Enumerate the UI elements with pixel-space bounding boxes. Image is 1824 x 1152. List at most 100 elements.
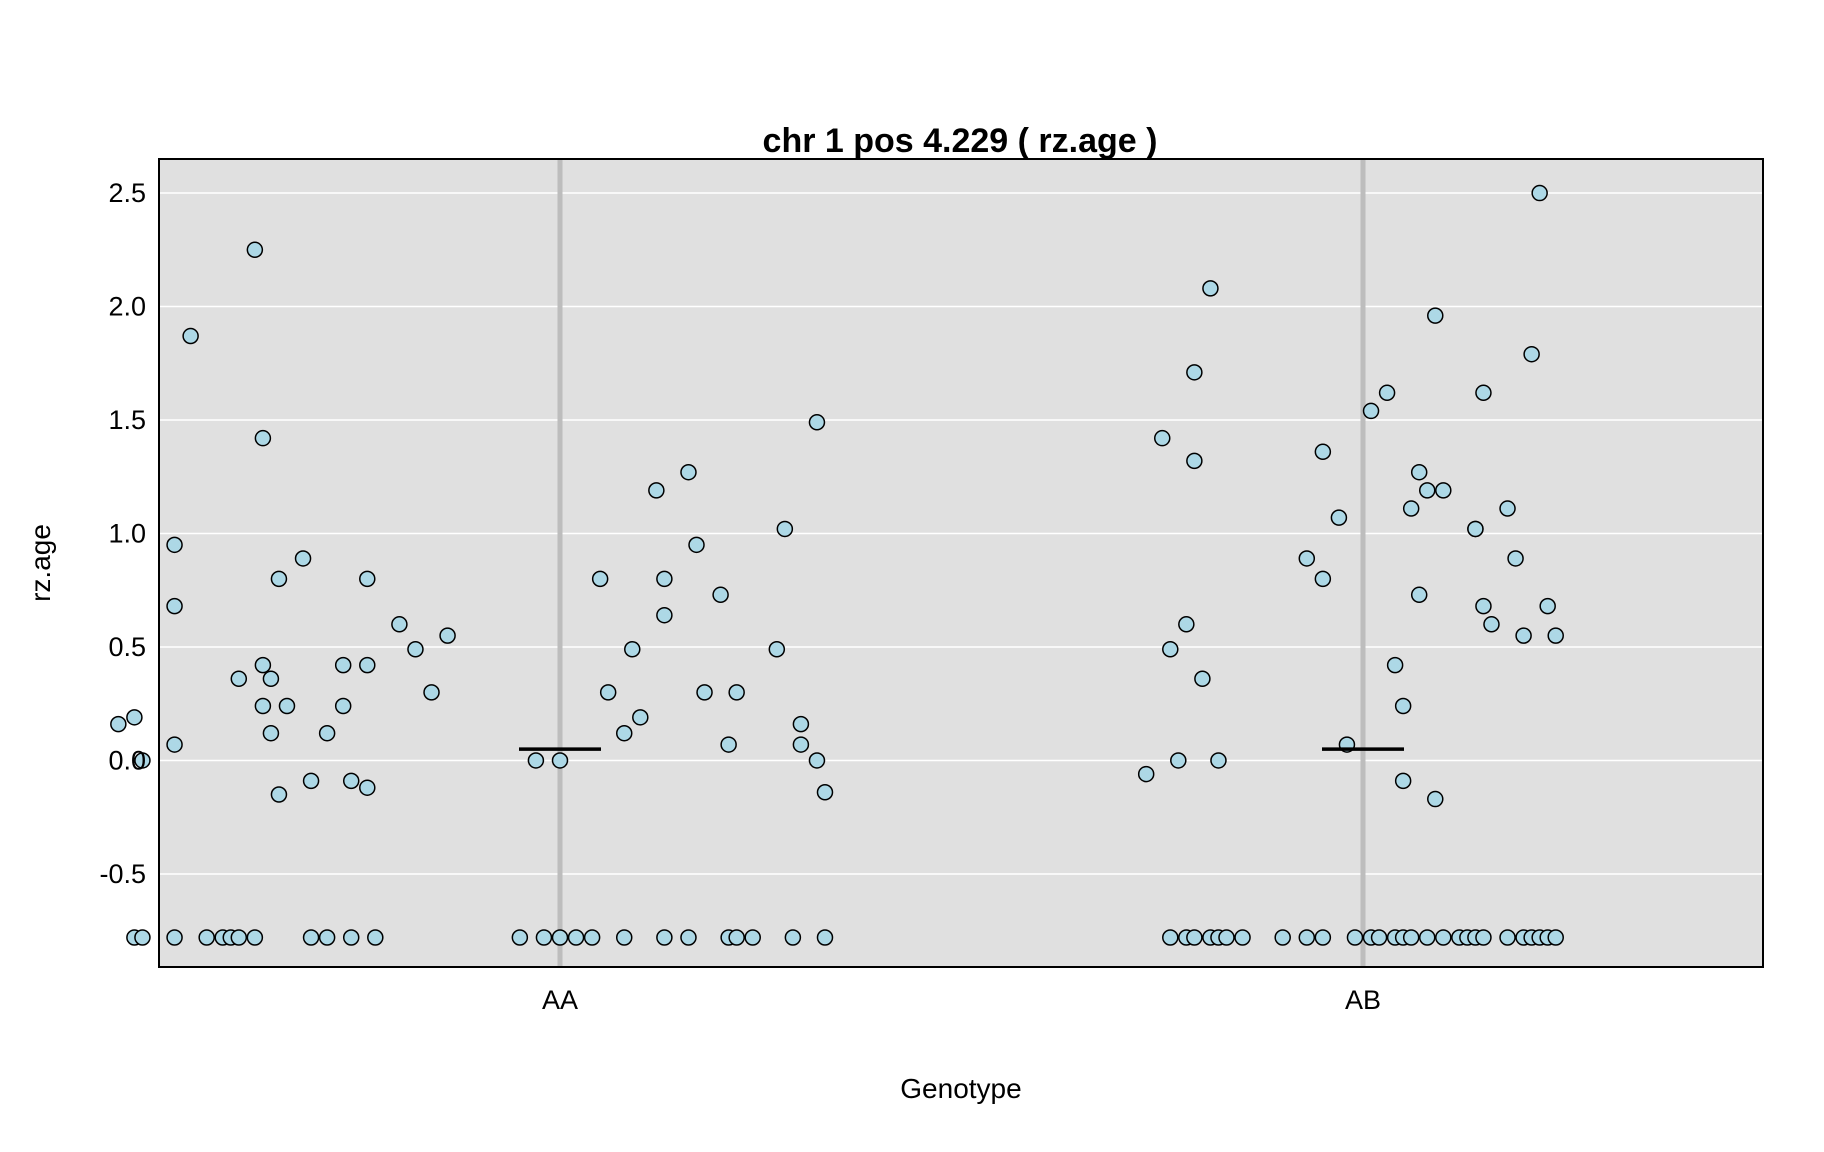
data-point xyxy=(1418,482,1436,499)
data-point xyxy=(1378,384,1396,402)
data-point xyxy=(792,715,810,733)
data-point xyxy=(294,550,312,567)
data-point xyxy=(302,929,320,946)
data-point xyxy=(1410,586,1428,604)
y-axis-label: rz.age xyxy=(25,524,56,602)
data-point xyxy=(1547,929,1564,946)
data-point xyxy=(816,929,834,946)
data-point xyxy=(1394,772,1412,790)
data-point xyxy=(1330,509,1348,526)
data-point xyxy=(334,697,352,715)
data-point xyxy=(776,520,794,538)
data-point xyxy=(1202,280,1219,297)
data-point xyxy=(1435,482,1452,499)
data-point xyxy=(551,929,569,946)
y-tick-label: 1.5 xyxy=(108,405,146,435)
data-point xyxy=(246,241,264,259)
data-point xyxy=(527,752,545,769)
data-point xyxy=(1154,429,1171,447)
data-point xyxy=(318,724,336,742)
data-point xyxy=(246,929,264,946)
data-point xyxy=(656,606,673,624)
data-point xyxy=(615,929,633,946)
data-point xyxy=(680,463,697,481)
data-point xyxy=(784,929,802,946)
data-point xyxy=(1186,364,1203,381)
data-point xyxy=(599,684,617,701)
x-tick-label: AB xyxy=(1345,985,1381,1015)
data-point xyxy=(391,616,408,633)
data-point xyxy=(1515,627,1532,644)
data-point xyxy=(511,929,529,946)
data-point xyxy=(134,752,151,769)
data-point xyxy=(166,597,183,615)
data-point xyxy=(230,670,248,688)
data-point xyxy=(198,929,215,946)
data-point xyxy=(808,752,826,769)
data-point xyxy=(1298,929,1316,946)
data-point xyxy=(359,779,376,796)
category-lines xyxy=(557,159,1366,967)
data-point xyxy=(254,429,272,447)
data-point xyxy=(262,724,280,742)
chart-title: chr 1 pos 4.229 ( rz.age ) xyxy=(763,122,1158,160)
data-point xyxy=(583,929,601,946)
data-point xyxy=(1137,765,1155,783)
data-point xyxy=(230,929,248,946)
data-point xyxy=(1362,402,1380,420)
data-point xyxy=(1410,463,1428,481)
data-point xyxy=(1531,184,1548,202)
data-point xyxy=(1162,640,1179,658)
data-point xyxy=(423,684,440,701)
data-point xyxy=(1475,597,1492,615)
data-point xyxy=(1170,752,1187,769)
data-point xyxy=(535,929,553,946)
plot-border xyxy=(158,158,1764,968)
data-point xyxy=(1539,597,1556,615)
data-point xyxy=(1427,790,1444,808)
data-point xyxy=(816,783,834,801)
data-point xyxy=(712,586,729,604)
data-point xyxy=(134,929,151,946)
data-point xyxy=(278,697,296,715)
data-point xyxy=(110,715,127,733)
data-point xyxy=(1499,500,1516,517)
data-point xyxy=(334,656,352,674)
data-point xyxy=(1547,627,1564,644)
data-point xyxy=(768,640,786,658)
data-point xyxy=(1274,929,1291,946)
data-point xyxy=(1386,656,1404,674)
data-point xyxy=(1314,443,1332,461)
data-point xyxy=(1346,929,1364,946)
data-point xyxy=(1467,520,1484,538)
data-point xyxy=(1402,929,1420,946)
y-tick-label: 1.0 xyxy=(108,518,146,548)
x-tick-label: AA xyxy=(542,985,578,1015)
data-point xyxy=(1435,929,1452,946)
data-point xyxy=(1402,500,1420,517)
data-point xyxy=(615,724,633,742)
y-tick-label: 0.5 xyxy=(108,632,146,662)
data-point xyxy=(1218,929,1235,946)
data-point xyxy=(166,536,183,554)
data-point xyxy=(1507,550,1524,567)
data-point xyxy=(680,929,697,946)
data-point xyxy=(1475,929,1492,946)
data-point xyxy=(1210,752,1227,769)
data-point xyxy=(1314,570,1332,588)
data-point xyxy=(270,570,288,588)
data-point xyxy=(1475,384,1492,402)
data-point xyxy=(342,929,360,946)
data-point xyxy=(1499,929,1516,946)
data-point xyxy=(792,736,810,753)
data-point xyxy=(1394,697,1412,715)
data-point xyxy=(656,929,673,946)
data-point xyxy=(1314,929,1332,946)
data-point xyxy=(367,929,384,946)
data-point xyxy=(407,640,424,658)
y-tick-label: -0.5 xyxy=(99,859,146,889)
data-point xyxy=(1162,929,1179,946)
data-point xyxy=(632,709,649,726)
data-point xyxy=(302,772,320,790)
data-point xyxy=(1418,929,1436,946)
